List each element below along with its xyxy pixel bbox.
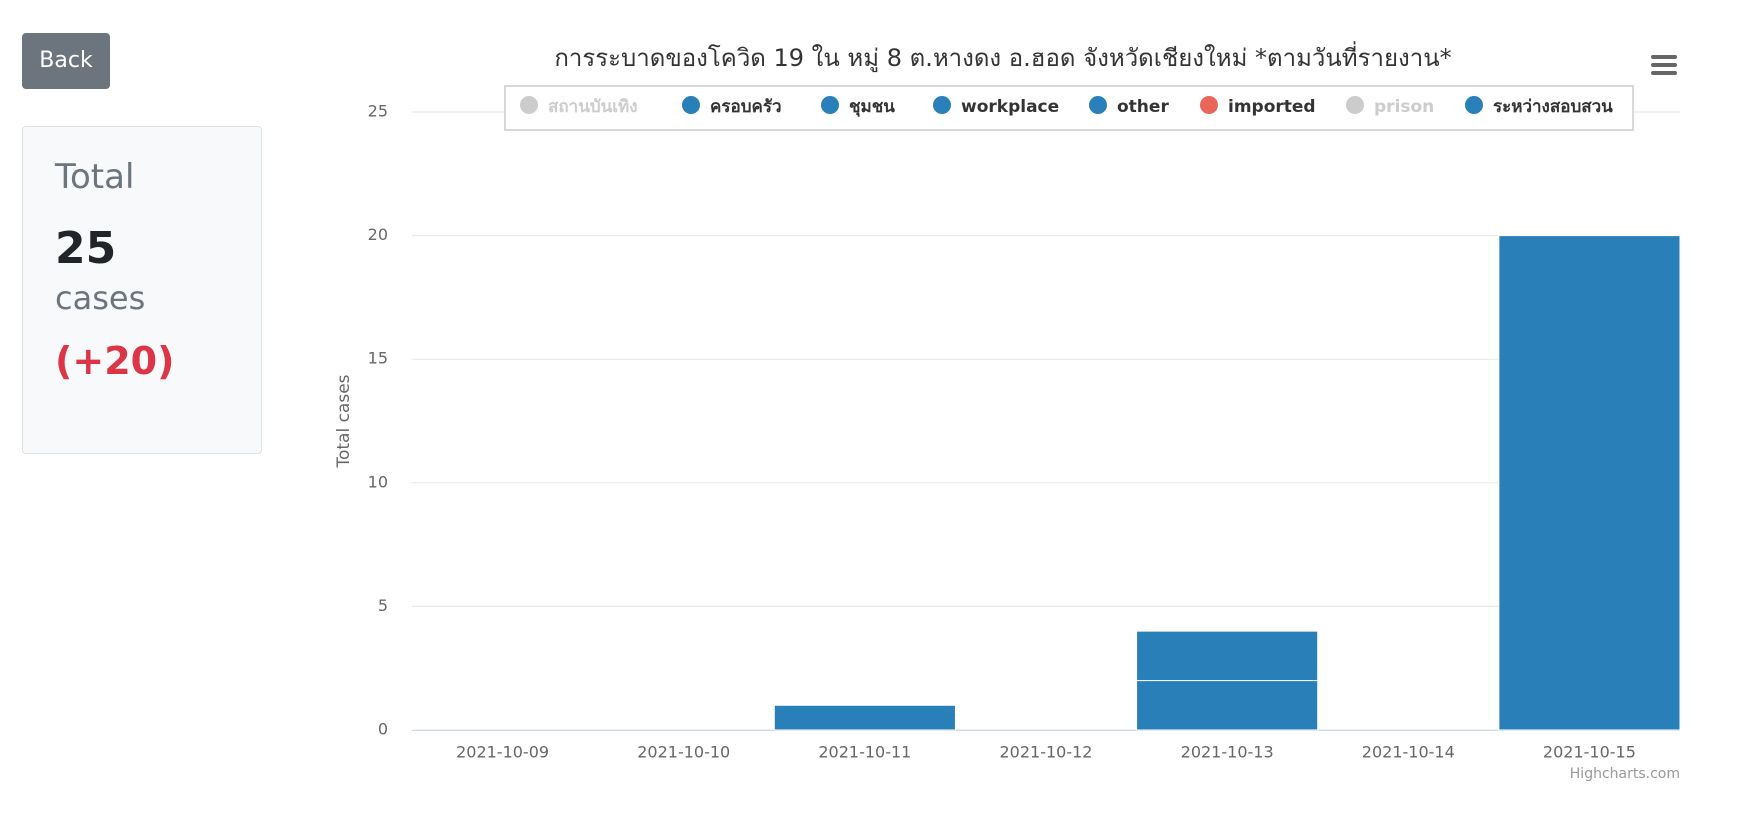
x-tick-label: 2021-10-11 [818, 743, 911, 762]
chart-title: การระบาดของโควิด 19 ใน หมู่ 8 ต.หางดง อ.… [554, 41, 1451, 73]
y-tick-label: 25 [368, 102, 388, 121]
y-tick-label: 20 [368, 225, 388, 244]
summary-card: Total 25 cases (+20) [22, 126, 262, 454]
menu-bar [1651, 71, 1677, 75]
legend-symbol [682, 96, 700, 114]
legend-item[interactable]: workplace [933, 96, 1059, 117]
back-button[interactable]: Back [22, 33, 110, 89]
x-tick-label: 2021-10-09 [456, 743, 549, 762]
legend-label: ชุมชน [849, 97, 895, 117]
legend-symbol [1346, 96, 1364, 114]
menu-button[interactable] [1651, 55, 1677, 75]
legend-label: other [1117, 97, 1169, 117]
legend-symbol [933, 96, 951, 114]
legend-label: สถานบันเทิง [548, 97, 638, 117]
legend-box [504, 85, 1634, 131]
y-tick-label: 15 [368, 349, 388, 368]
change: (+20) [55, 339, 175, 383]
y-axis-title: Total cases [334, 374, 354, 468]
legend-item[interactable]: สถานบันเทิง [520, 96, 638, 117]
legend-label: ครอบครัว [710, 97, 782, 117]
legend-symbol [821, 96, 839, 114]
y-tick-label: 0 [378, 720, 388, 739]
legend-label: prison [1374, 97, 1434, 117]
legend-symbol [520, 96, 538, 114]
bar-segment [1136, 680, 1319, 731]
menu-bar [1651, 63, 1677, 67]
x-tick-label: 2021-10-10 [637, 743, 730, 762]
legend-label: workplace [961, 97, 1059, 117]
menu-bar [1651, 55, 1677, 59]
legend-item[interactable]: other [1089, 96, 1169, 117]
legend-symbol [1465, 96, 1483, 114]
legend-item[interactable]: ครอบครัว [682, 96, 782, 117]
bar-segment [773, 704, 956, 731]
legend-symbol [1200, 96, 1218, 114]
x-tick-label: 2021-10-12 [1000, 743, 1093, 762]
total-label: Total [55, 157, 135, 197]
bar-segment [1136, 630, 1319, 682]
x-tick-label: 2021-10-14 [1362, 743, 1455, 762]
unit: cases [55, 279, 146, 317]
credits: Highcharts.com [1570, 766, 1680, 782]
legend-label: imported [1228, 97, 1316, 117]
y-tick-label: 10 [368, 472, 388, 491]
legend-symbol [1089, 96, 1107, 114]
x-tick-label: 2021-10-15 [1543, 743, 1636, 762]
total-value: 25 [55, 223, 117, 274]
legend-item[interactable]: ระหว่างสอบสวน [1465, 96, 1613, 117]
legend-item[interactable]: prison [1346, 96, 1434, 117]
bar-segment [1498, 235, 1681, 731]
x-tick-label: 2021-10-13 [1181, 743, 1274, 762]
legend-item[interactable]: imported [1200, 96, 1316, 117]
legend-item[interactable]: ชุมชน [821, 96, 895, 117]
y-tick-label: 5 [378, 596, 388, 615]
legend-label: ระหว่างสอบสวน [1493, 97, 1613, 117]
